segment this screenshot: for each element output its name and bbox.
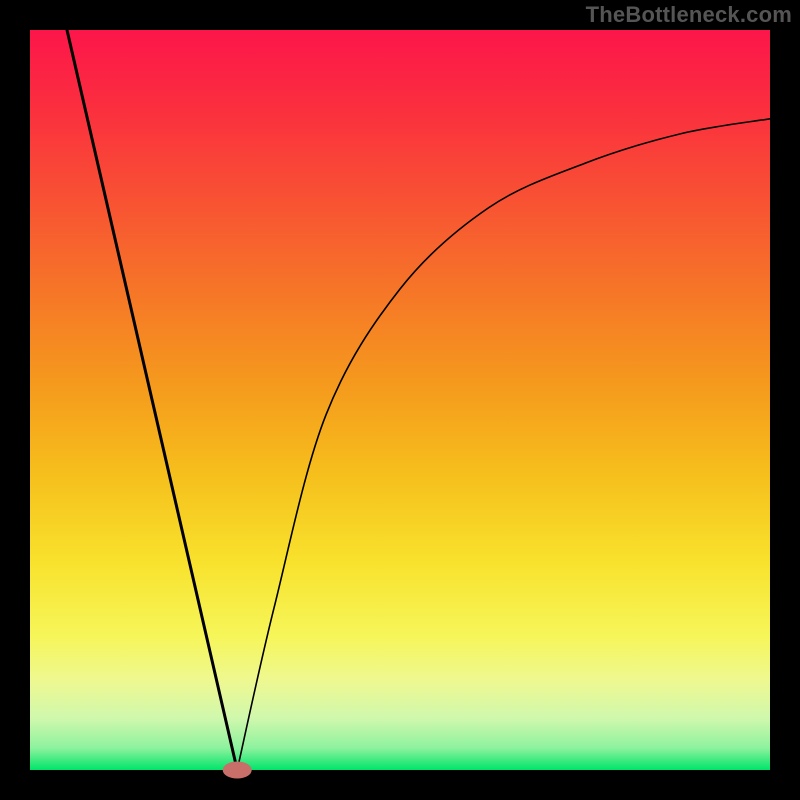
chart-container: TheBottleneck.com <box>0 0 800 800</box>
plot-background <box>30 30 770 770</box>
bottleneck-chart <box>0 0 800 800</box>
minimum-marker <box>223 762 251 778</box>
watermark-text: TheBottleneck.com <box>586 2 792 28</box>
